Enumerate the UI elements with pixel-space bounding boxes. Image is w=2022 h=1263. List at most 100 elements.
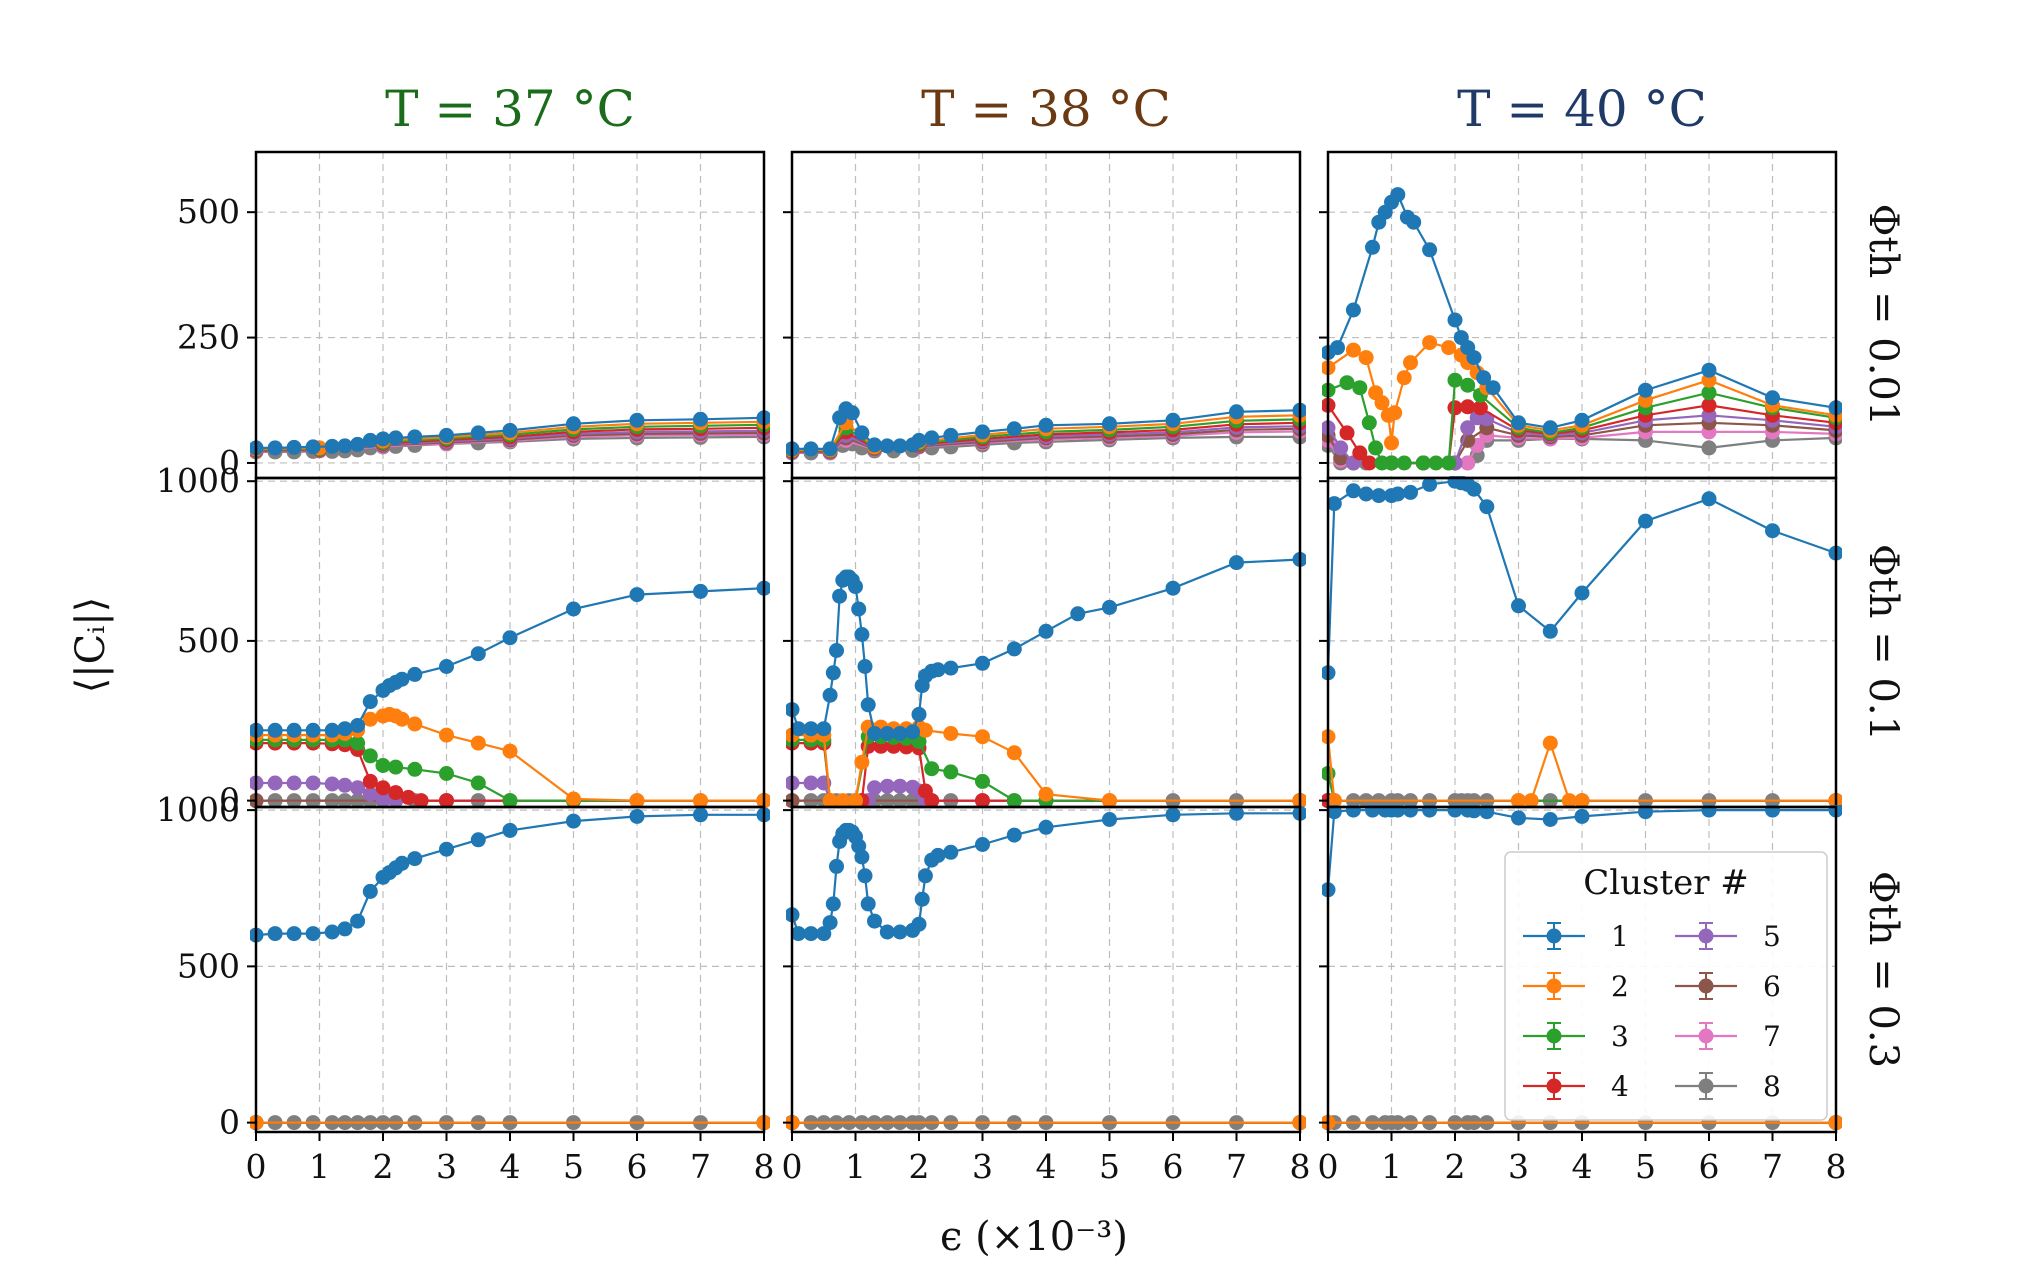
data-point <box>924 793 940 809</box>
data-point <box>502 422 518 438</box>
data-point <box>892 726 908 741</box>
data-point <box>917 868 933 884</box>
data-point <box>362 711 378 727</box>
data-point <box>1390 486 1406 502</box>
data-point <box>350 436 366 452</box>
data-point <box>822 915 838 931</box>
data-point <box>1422 476 1438 492</box>
data-point <box>1165 807 1181 823</box>
data-point <box>790 926 806 942</box>
data-point <box>1701 491 1717 507</box>
data-point <box>286 926 302 942</box>
data-point <box>1701 385 1717 401</box>
series-line-1 <box>790 812 1300 935</box>
data-point <box>1361 455 1377 471</box>
data-point <box>388 759 404 775</box>
data-point <box>375 780 391 796</box>
data-point <box>854 627 870 642</box>
data-point <box>1466 805 1482 819</box>
data-point <box>413 793 429 809</box>
data-point <box>629 412 645 428</box>
row-label: Φth = 0.01 <box>1860 204 1906 427</box>
data-point <box>914 891 930 907</box>
legend-marker <box>1698 1028 1714 1044</box>
legend-entry: 7 <box>1675 1020 1781 1053</box>
panel <box>1319 476 1842 809</box>
data-point <box>1006 793 1022 809</box>
data-point <box>407 761 423 777</box>
legend-entry: 1 <box>1523 920 1629 953</box>
data-point <box>1428 455 1444 471</box>
x-tick-label: 5 <box>1099 1147 1120 1186</box>
data-point <box>1038 819 1054 835</box>
data-point <box>1365 239 1380 255</box>
legend-marker <box>1546 978 1562 994</box>
data-point <box>375 758 391 773</box>
data-point <box>305 926 321 942</box>
legend-label: 6 <box>1763 970 1781 1003</box>
panel <box>783 150 1306 480</box>
data-point <box>407 429 423 445</box>
data-point <box>943 726 959 741</box>
data-point <box>854 754 870 770</box>
data-point <box>1542 812 1558 827</box>
legend-entry: 6 <box>1675 970 1781 1003</box>
data-point <box>1229 805 1244 821</box>
data-point <box>1165 580 1181 596</box>
data-point <box>1330 340 1345 356</box>
data-point <box>848 793 863 809</box>
data-point <box>1326 496 1342 512</box>
data-point <box>407 851 423 867</box>
data-point <box>892 924 908 940</box>
data-point <box>337 921 353 937</box>
legend-label: 1 <box>1611 920 1629 953</box>
legend-title: Cluster # <box>1583 863 1749 903</box>
y-axis-label: ⟨|Cᵢ|⟩ <box>68 597 114 694</box>
data-point <box>879 924 895 940</box>
data-point <box>879 438 895 454</box>
data-point <box>1574 585 1590 601</box>
data-point <box>803 441 819 457</box>
data-point <box>1358 350 1374 366</box>
data-point <box>1460 377 1476 393</box>
data-point <box>1511 415 1526 431</box>
series-group <box>250 410 770 460</box>
data-point <box>1006 745 1022 761</box>
data-point <box>851 601 867 617</box>
data-point <box>362 432 378 448</box>
data-point <box>1447 372 1463 388</box>
series-group <box>1322 187 1842 471</box>
data-point <box>975 793 990 809</box>
data-point <box>867 780 882 796</box>
data-point <box>1701 440 1717 456</box>
data-point <box>911 706 927 722</box>
x-tick-label: 0 <box>782 1147 803 1186</box>
data-point <box>362 883 378 899</box>
panel <box>783 476 1306 809</box>
data-point <box>286 722 302 738</box>
data-point <box>1479 499 1495 515</box>
series-group <box>786 401 1306 461</box>
data-point <box>1441 455 1457 471</box>
data-point <box>1038 623 1054 639</box>
data-point <box>1765 390 1780 406</box>
row-label: Φth = 0.3 <box>1860 871 1906 1068</box>
data-point <box>1574 808 1590 824</box>
data-point <box>1466 481 1482 497</box>
data-point <box>394 671 410 687</box>
data-point <box>1006 827 1022 843</box>
legend-label: 2 <box>1611 970 1629 1003</box>
data-point <box>943 660 959 676</box>
data-point <box>879 726 895 741</box>
legend-label: 5 <box>1763 920 1781 953</box>
data-point <box>470 775 486 791</box>
data-point <box>867 913 882 929</box>
data-point <box>470 832 486 848</box>
data-point <box>892 438 908 454</box>
legend-box <box>1504 851 1828 1121</box>
data-point <box>1542 735 1558 751</box>
legend-label: 3 <box>1611 1020 1629 1053</box>
data-point <box>803 926 819 942</box>
data-point <box>832 588 848 604</box>
data-point <box>1511 810 1526 826</box>
